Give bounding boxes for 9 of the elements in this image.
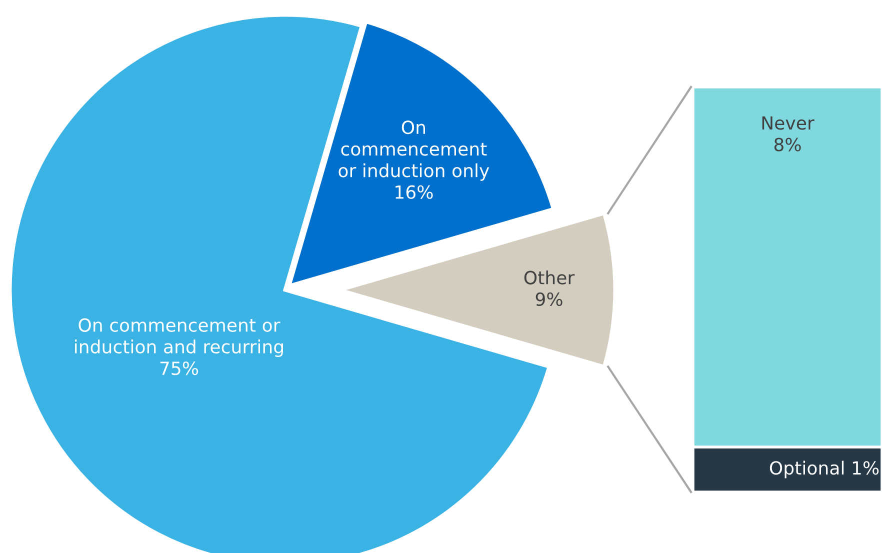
slice-label: On commencement or induction and recurring	[75, 318, 283, 358]
text: Optional 1%	[770, 460, 879, 478]
slice-label: On commencement or induction only	[338, 120, 490, 181]
slice-label: Other	[524, 270, 575, 284]
data-label: 9%	[536, 292, 562, 306]
data-label: 8%	[774, 138, 801, 152]
series-label: Never	[762, 116, 814, 130]
data-label: 75%	[160, 361, 198, 376]
data-label: 16%	[396, 185, 433, 199]
